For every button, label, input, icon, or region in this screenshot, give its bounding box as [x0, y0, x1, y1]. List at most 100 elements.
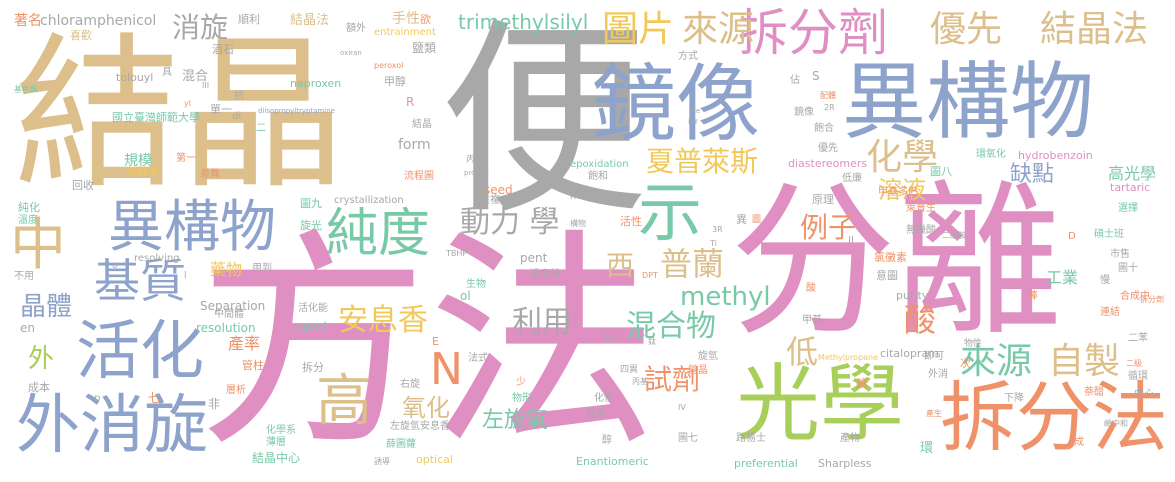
word-47: 產率 — [228, 334, 261, 353]
word-133: 市售 — [1110, 249, 1130, 260]
word-195: 萘醋 — [1084, 387, 1104, 398]
word-40: trimethylsilyl — [458, 10, 589, 34]
word-208: 圖 — [752, 215, 762, 225]
word-90: 甲醇 — [384, 75, 406, 88]
word-192: 優先 — [818, 143, 838, 154]
word-163: iPr — [688, 117, 699, 126]
word-14: 拆分劑 — [738, 4, 888, 62]
word-35: 試劑 — [644, 363, 701, 396]
word-176: 醇 — [602, 435, 612, 446]
word-30: methyl — [680, 282, 771, 312]
word-48: 藥物 — [210, 260, 243, 279]
word-194: 結晶 — [412, 119, 432, 130]
word-134: 選擇 — [1118, 203, 1138, 214]
word-125: 無機酸 — [906, 225, 936, 236]
word-45: 左旋氧 — [482, 408, 549, 433]
word-197: 拆分劑 — [1140, 295, 1164, 304]
word-121: 化性 — [594, 393, 614, 404]
word-86: agent — [296, 319, 328, 332]
word-41: 外 — [28, 344, 55, 374]
word-150: 路易士 — [736, 433, 766, 444]
word-13: 示 — [638, 177, 702, 251]
word-151: 不用 — [14, 271, 34, 282]
word-6: 光學 — [736, 355, 905, 453]
word-173: 鈦 — [648, 337, 656, 346]
word-81: optical — [416, 453, 453, 466]
word-15: 來源 — [682, 9, 755, 50]
word-149: 環 — [920, 441, 934, 456]
word-166: propen — [464, 169, 489, 177]
word-53: 基色族 — [14, 85, 38, 94]
word-122: 左旋氫安息香 — [390, 421, 450, 432]
word-21: 高 — [316, 369, 372, 434]
word-78: Sharpless — [818, 457, 872, 470]
word-49: 高光學 — [1108, 164, 1157, 183]
word-32: 西 — [606, 249, 635, 282]
word-83: oxiran — [340, 49, 362, 57]
word-147: 產物 — [840, 433, 860, 444]
word-183: 成 — [1074, 437, 1084, 448]
word-137: 連結 — [1100, 307, 1120, 318]
word-80: Enantiomeric — [576, 455, 649, 468]
word-186: 七 — [148, 391, 161, 405]
word-2: 方法 — [198, 211, 659, 478]
word-124: 原理 — [812, 193, 834, 206]
word-39: 消旋 — [172, 11, 229, 44]
word-171: 酸 — [806, 283, 816, 294]
word-174: 四異 — [620, 365, 639, 375]
word-111: 中間體 — [214, 309, 244, 320]
word-95: 酒石 — [212, 43, 234, 56]
word-205: 產生 — [926, 409, 942, 418]
word-77: tartaric — [1110, 181, 1151, 194]
word-128: 甲基多巴 — [878, 187, 918, 198]
word-98: 單一 — [210, 103, 232, 116]
word-62: 成本 — [28, 381, 50, 394]
word-69: resolution — [196, 321, 256, 335]
word-44: 氧化 — [402, 394, 450, 422]
word-179: 佔 — [790, 75, 800, 86]
word-72: form — [398, 137, 431, 153]
word-119: 物形 — [512, 393, 532, 404]
word-199: 構物 — [570, 219, 586, 228]
word-88: 手性 — [392, 11, 420, 27]
word-7: 拆分法 — [940, 373, 1168, 462]
word-143: 物性 — [964, 339, 983, 349]
word-82: entrainment — [374, 27, 436, 38]
word-127: 意圖 — [876, 269, 898, 282]
word-123: 薛圖蘿 — [386, 439, 416, 450]
word-157: E — [432, 335, 439, 348]
word-38: 晶體 — [20, 292, 73, 322]
word-67: hydrobenzoin — [1018, 149, 1093, 162]
word-42: 溶液 — [878, 176, 926, 204]
word-74: pent — [520, 251, 548, 265]
word-201: 二級胺 — [942, 231, 966, 240]
word-135: 圖十 — [1118, 263, 1138, 274]
word-31: 普蘭 — [660, 245, 725, 283]
word-172: 叔丁 — [604, 333, 623, 343]
word-71: resolving — [134, 253, 180, 264]
word-9: 活化 — [76, 315, 204, 389]
word-184: 次 — [960, 357, 971, 370]
word-70: Separation — [200, 299, 266, 313]
word-27: 化學 — [866, 137, 939, 178]
word-103: 流程圖 — [404, 171, 434, 182]
word-202: 誘導 — [374, 457, 390, 466]
word-34: 利用 — [512, 305, 572, 340]
word-12: 基質 — [94, 254, 186, 308]
word-144: 即可 — [924, 351, 944, 362]
word-161: IV — [678, 403, 686, 412]
word-160: III — [202, 81, 210, 90]
word-165: Ti — [710, 239, 717, 248]
word-198: 二級 — [1126, 359, 1142, 368]
word-55: tolouyl — [116, 71, 154, 84]
word-207: yl — [184, 99, 191, 108]
word-155: S — [812, 69, 820, 83]
word-19: 結晶法 — [290, 13, 330, 28]
word-106: 重複 — [480, 195, 500, 206]
word-152: en — [20, 321, 35, 335]
word-37: 低 — [786, 333, 819, 371]
word-75: purity — [896, 289, 929, 302]
word-20: 中 — [10, 213, 66, 278]
word-107: 生物 — [466, 279, 486, 290]
